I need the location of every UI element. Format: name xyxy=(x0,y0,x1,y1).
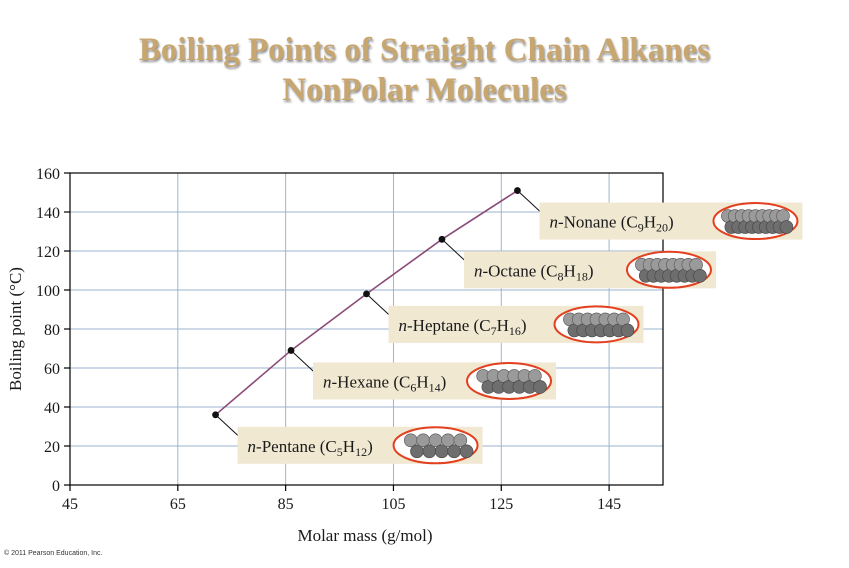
data-point xyxy=(287,347,295,354)
y-tick-label: 40 xyxy=(44,400,60,417)
compound-name: n-Heptane (C7H16) xyxy=(399,316,527,338)
copyright-notice: © 2011 Pearson Education, Inc. xyxy=(4,550,103,557)
molecule-atom xyxy=(528,369,542,383)
compound-name: n-Nonane (C9H20) xyxy=(549,213,673,235)
data-point xyxy=(363,290,370,298)
x-tick-label: 85 xyxy=(278,496,294,513)
y-tick-label: 120 xyxy=(36,244,60,261)
compound-name: n-Pentane (C5H12) xyxy=(248,437,373,459)
compound-label: n-Hexane (C6H14) xyxy=(313,361,557,400)
compound-label: n-Octane (C8H18) xyxy=(463,250,716,289)
y-tick-label: 140 xyxy=(36,205,60,222)
y-tick-label: 60 xyxy=(44,361,60,378)
molecule-atom xyxy=(453,433,468,448)
x-tick-label: 65 xyxy=(170,496,186,513)
compound-label: n-Pentane (C5H12) xyxy=(237,426,483,465)
x-tick-label: 125 xyxy=(489,496,513,513)
compound-name: n-Hexane (C6H14) xyxy=(323,372,446,394)
data-point xyxy=(438,235,446,243)
molecule-atom xyxy=(693,268,707,283)
title-line-2: NonPolar Molecules xyxy=(282,72,567,108)
title-line-1: Boiling Points of Straight Chain Alkanes xyxy=(138,32,711,68)
molecule-atom xyxy=(620,323,635,338)
compound-name: n-Octane (C8H18) xyxy=(474,261,594,283)
molecule-atom xyxy=(533,380,547,394)
x-tick-label: 45 xyxy=(62,496,78,513)
y-tick-label: 160 xyxy=(36,166,60,183)
compound-labels: n-Pentane (C5H12) n-Hexane (C6H14) n-Hepta… xyxy=(237,202,803,465)
compound-label: n-Nonane (C9H20) xyxy=(539,202,803,241)
compound-label: n-Heptane (C7H16) xyxy=(388,305,644,344)
page-title: Boiling Points of Straight Chain Alkanes… xyxy=(0,30,849,110)
axis-tick-labels: 0 20 40 60 80 100 120 140 160 45 65 85 105 125 145 xyxy=(36,166,621,513)
y-tick-label: 20 xyxy=(44,439,60,456)
y-tick-label: 0 xyxy=(52,478,60,495)
molecule-atom xyxy=(779,220,794,234)
x-tick-label: 145 xyxy=(597,496,621,513)
x-tick-label: 105 xyxy=(381,496,405,513)
y-tick-label: 100 xyxy=(36,283,60,300)
data-point xyxy=(514,187,521,194)
molecule-atom xyxy=(459,444,474,459)
y-tick-label: 80 xyxy=(44,322,60,339)
axis-ticks xyxy=(64,172,610,491)
data-points xyxy=(212,187,521,419)
data-point xyxy=(212,411,219,419)
x-axis-label: Molar mass (g/mol) xyxy=(297,526,432,545)
y-axis-label: Boiling point (°C) xyxy=(6,267,25,391)
